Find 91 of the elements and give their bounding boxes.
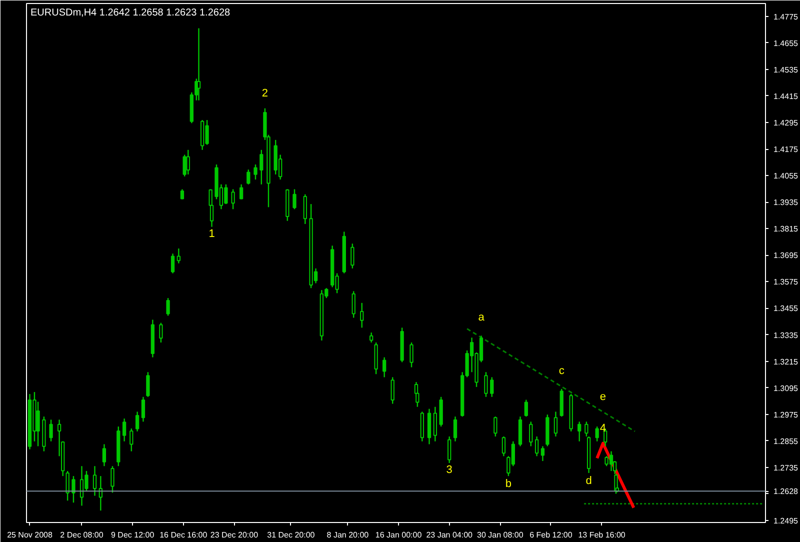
annotation: a <box>478 312 486 324</box>
y-tick-label: 1.2495 <box>774 516 799 526</box>
candlestick <box>433 406 437 442</box>
y-tick-label: 1.3815 <box>774 224 799 234</box>
candlestick <box>166 297 170 316</box>
y-tick-label: 1.4295 <box>774 118 799 128</box>
x-tick-label: 6 Feb 12:00 <box>530 530 573 540</box>
candlestick <box>110 466 114 494</box>
candlestick <box>350 243 354 270</box>
candlestick <box>448 436 452 464</box>
candlestick <box>540 446 545 462</box>
y-tick-label: 1.3215 <box>774 357 799 366</box>
candlestick <box>102 444 106 467</box>
x-tick-label: 31 Dec 20:00 <box>267 530 316 540</box>
y-tick-label: 1.3695 <box>774 251 799 260</box>
y-tick-label: 1.4055 <box>774 172 799 181</box>
candlestick <box>292 188 296 210</box>
annotation: c <box>558 364 565 377</box>
candlestick <box>453 416 458 442</box>
y-tick-label: 1.3935 <box>774 198 799 208</box>
x-tick-label: 13 Feb 16:00 <box>578 530 626 540</box>
y-tick-label: 1.3095 <box>774 384 799 393</box>
candlestick <box>196 28 201 101</box>
candlestick <box>502 436 506 457</box>
candlestick <box>554 411 558 438</box>
candlestick <box>159 322 163 344</box>
y-tick-label: 1.4175 <box>774 145 799 154</box>
candlestick <box>182 154 186 178</box>
candlestick <box>66 470 70 502</box>
annotation: 1 <box>208 228 215 240</box>
candlestick <box>72 475 76 504</box>
y-tick-label: 1.4775 <box>774 12 799 22</box>
x-tick-label: 9 Dec 12:00 <box>111 530 155 540</box>
candlestick <box>231 188 235 210</box>
x-tick-label: 16 Jan 00:00 <box>375 530 422 540</box>
candlestick <box>390 376 394 404</box>
y-tick-label: 1.3575 <box>774 278 799 287</box>
annotation: 3 <box>446 464 452 476</box>
x-tick-label: 25 Nov 2008 <box>7 530 53 540</box>
candlestick <box>303 194 307 225</box>
candlestick <box>176 248 181 264</box>
candlestick <box>130 428 134 452</box>
candlestick <box>260 149 264 185</box>
candlestick <box>92 466 97 496</box>
candlestick <box>490 376 494 398</box>
annotation: 4 <box>600 422 606 434</box>
candlestick <box>529 421 533 447</box>
y-tick-label: 1.3455 <box>774 304 799 314</box>
candlestick <box>146 372 150 398</box>
x-tick-label: 2 Dec 08:00 <box>60 530 104 540</box>
candlestick <box>584 421 588 438</box>
y-tick-label: 1.2855 <box>774 436 799 446</box>
candlestick <box>484 372 488 398</box>
x-tick-label: 23 Dec 20:00 <box>210 530 259 540</box>
annotation: b <box>505 478 512 490</box>
candlestick <box>122 418 126 442</box>
candlestick <box>352 290 356 318</box>
candlestick <box>382 356 386 378</box>
candlestick <box>239 184 244 200</box>
candlestick <box>170 253 175 274</box>
candlestick <box>141 396 146 422</box>
candlestick <box>180 188 184 200</box>
chart-title: EURUSDm,H4 1.2642 1.2658 1.2623 1.2628 <box>30 8 231 18</box>
y-tick-label: 1.3335 <box>774 330 799 340</box>
candlestick <box>246 168 250 185</box>
annotation: d <box>586 474 592 487</box>
ref-line-label: 1.2628 <box>774 487 799 496</box>
x-tick-label: 16 Dec 16:00 <box>160 530 208 540</box>
candlestick <box>49 419 53 442</box>
candlestick <box>524 399 528 418</box>
candlestick <box>186 149 190 176</box>
candlestick <box>254 164 258 180</box>
y-tick-label: 1.2735 <box>774 463 799 472</box>
candlestick <box>578 421 582 442</box>
y-tick-label: 1.4415 <box>774 92 799 101</box>
candlestick <box>36 401 40 447</box>
x-tick-label: 23 Jan 04:00 <box>426 530 474 540</box>
annotation: 2 <box>262 87 268 100</box>
y-tick-label: 1.4535 <box>774 65 799 74</box>
annotation: e <box>600 390 606 403</box>
y-tick-label: 1.2975 <box>774 410 799 420</box>
candlestick <box>534 436 539 457</box>
candlestick <box>360 302 364 328</box>
candlestick <box>494 416 498 438</box>
y-tick-label: 1.4655 <box>774 38 799 48</box>
candlestick <box>135 411 140 432</box>
candlestick <box>595 426 599 442</box>
candlestick <box>410 342 414 368</box>
x-tick-label: 8 Jan 20:00 <box>326 530 370 540</box>
x-tick-label: 30 Jan 08:00 <box>477 530 524 540</box>
candlestick <box>370 332 374 344</box>
